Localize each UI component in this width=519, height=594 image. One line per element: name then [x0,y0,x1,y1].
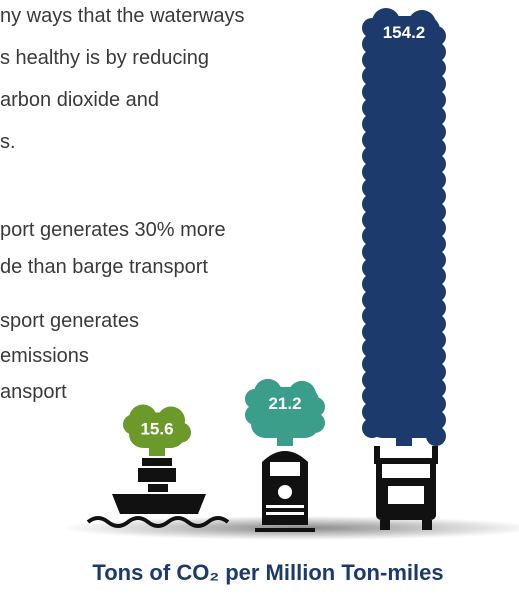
body-text: sport generates [0,310,139,332]
body-text: port generates 30% more [0,219,226,241]
barge-icon [88,458,228,526]
body-text: s. [0,131,16,153]
smoke-puff [426,426,446,446]
value-label: 21.2 [268,394,301,413]
smoke-puff [305,413,325,433]
truck-icon [374,446,438,530]
smoke-stem [396,432,412,446]
train-icon [255,451,315,530]
smoke-puff [362,418,382,438]
chart-title: Tons of CO₂ per Million Ton-miles [92,560,443,585]
smoke-puff [245,405,265,425]
smoke-plume [362,8,446,446]
body-text: de than barge transport [0,256,208,278]
smoke-stem [277,432,293,446]
body-text: emissions [0,345,89,367]
value-label: 15.6 [140,419,173,438]
value-label: 154.2 [383,23,426,42]
smoke-stem [149,442,165,456]
body-text: ansport [0,381,67,403]
body-text: arbon dioxide and [0,89,159,111]
body-text: s healthy is by reducing [0,47,209,69]
body-text: ny ways that the waterways [0,5,245,27]
chart: Tons of CO₂ per Million Ton-miles ny way… [0,0,519,594]
